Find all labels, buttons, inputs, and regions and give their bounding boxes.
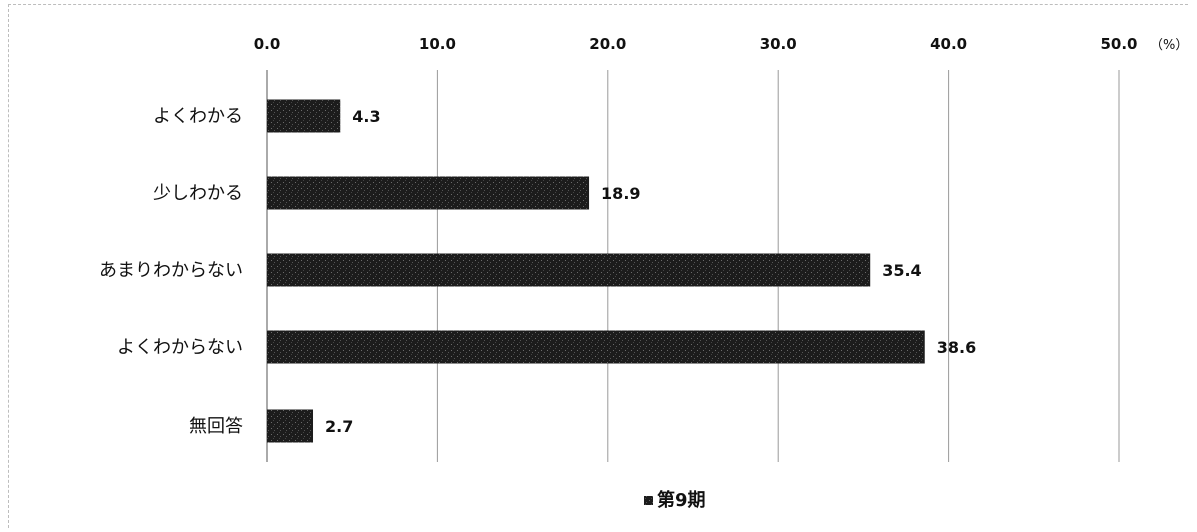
legend-label: 第9期 bbox=[657, 489, 706, 511]
legend: 第9期 bbox=[644, 489, 706, 511]
x-tick-label: 20.0 bbox=[589, 35, 626, 53]
chart-frame bbox=[8, 4, 1188, 528]
unit-label: （%） bbox=[1150, 38, 1188, 53]
x-tick-label: 0.0 bbox=[254, 35, 281, 53]
category-label: よくわからない bbox=[117, 337, 243, 358]
x-tick-label: 10.0 bbox=[419, 35, 456, 53]
x-tick-label: 50.0 bbox=[1100, 35, 1137, 53]
bar bbox=[267, 253, 871, 287]
bar bbox=[267, 176, 590, 210]
value-label: 18.9 bbox=[601, 184, 640, 203]
legend-swatch bbox=[644, 496, 653, 505]
bar bbox=[267, 409, 314, 443]
bars bbox=[267, 99, 925, 443]
value-label: 4.3 bbox=[352, 107, 380, 126]
category-label: あまりわからない bbox=[99, 260, 243, 281]
value-label: 38.6 bbox=[937, 338, 976, 357]
category-label: よくわかる bbox=[153, 106, 243, 127]
bar bbox=[267, 99, 341, 133]
category-label: 無回答 bbox=[189, 416, 243, 437]
x-axis-tick-labels: 0.0 10.0 20.0 30.0 40.0 50.0 bbox=[254, 35, 1138, 53]
value-labels: 4.3 18.9 35.4 38.6 2.7 bbox=[325, 107, 976, 436]
x-tick-label: 30.0 bbox=[760, 35, 797, 53]
category-label: 少しわかる bbox=[153, 183, 243, 204]
x-tick-label: 40.0 bbox=[930, 35, 967, 53]
value-label: 35.4 bbox=[882, 261, 921, 280]
bar bbox=[267, 330, 925, 364]
value-label: 2.7 bbox=[325, 417, 353, 436]
